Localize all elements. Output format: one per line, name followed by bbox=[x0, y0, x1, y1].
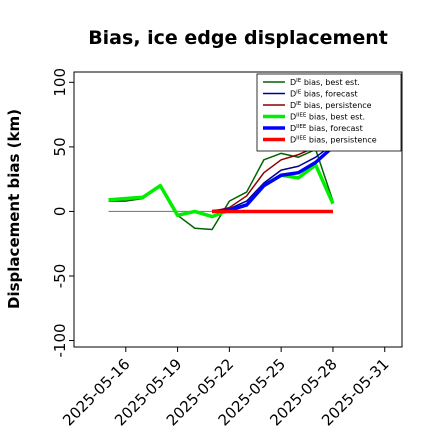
y-tick-label: -50 bbox=[51, 264, 69, 289]
y-axis-label: Displacement bias (km) bbox=[5, 109, 23, 309]
y-tick-label: 0 bbox=[51, 207, 69, 217]
legend: DIE bias, best est.DIE bias, forecastDIE… bbox=[257, 74, 401, 151]
chart-title: Bias, ice edge displacement bbox=[88, 27, 388, 49]
legend-label: DIE bias, best est. bbox=[290, 78, 360, 87]
legend-label: DIE bias, persistence bbox=[290, 101, 372, 110]
y-tick-label: 100 bbox=[51, 68, 69, 97]
y-tick-label: -100 bbox=[51, 323, 69, 357]
y-tick-label: 50 bbox=[51, 137, 69, 156]
